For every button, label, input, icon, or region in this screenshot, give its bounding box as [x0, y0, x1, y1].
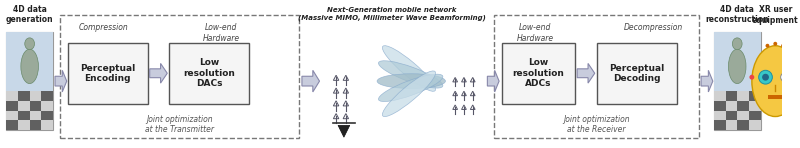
Text: Joint optimization
at the Receiver: Joint optimization at the Receiver	[563, 115, 630, 134]
Ellipse shape	[377, 74, 446, 89]
Ellipse shape	[781, 73, 790, 82]
FancyBboxPatch shape	[6, 32, 53, 130]
Polygon shape	[338, 125, 350, 137]
FancyBboxPatch shape	[714, 32, 761, 130]
Bar	[6, 91, 18, 101]
Bar	[714, 120, 726, 130]
Bar	[726, 111, 738, 120]
Ellipse shape	[781, 44, 785, 48]
Text: Low-end
Hardware: Low-end Hardware	[202, 23, 239, 42]
Bar	[42, 120, 53, 130]
Text: Compression: Compression	[79, 23, 129, 32]
Bar	[714, 32, 761, 91]
Bar	[726, 91, 738, 101]
Ellipse shape	[729, 49, 746, 84]
Polygon shape	[701, 70, 713, 92]
Bar	[30, 120, 42, 130]
Ellipse shape	[382, 71, 435, 117]
Ellipse shape	[378, 74, 443, 102]
Ellipse shape	[774, 42, 778, 46]
Bar	[726, 120, 738, 130]
Text: 4D data
reconstruction: 4D data reconstruction	[706, 5, 769, 24]
Bar	[42, 91, 53, 101]
FancyBboxPatch shape	[597, 43, 677, 104]
Text: Next-Generation mobile network
(Massive MIMO, Millimeter Wave Beamforming): Next-Generation mobile network (Massive …	[298, 7, 486, 21]
Bar	[714, 91, 726, 101]
Polygon shape	[577, 63, 594, 83]
Polygon shape	[55, 70, 66, 92]
Bar	[749, 101, 761, 111]
Bar	[6, 111, 18, 120]
Text: Decompression: Decompression	[624, 23, 683, 32]
Bar	[18, 101, 30, 111]
Bar	[738, 91, 749, 101]
Bar	[30, 111, 42, 120]
Text: Joint optimization
at the Transmitter: Joint optimization at the Transmitter	[145, 115, 214, 134]
FancyBboxPatch shape	[68, 43, 148, 104]
Bar	[769, 95, 782, 99]
Bar	[18, 91, 30, 101]
Polygon shape	[487, 70, 499, 92]
Bar	[738, 101, 749, 111]
Text: Low-end
Hardware: Low-end Hardware	[517, 23, 554, 42]
Bar	[714, 101, 726, 111]
Ellipse shape	[762, 74, 769, 81]
FancyBboxPatch shape	[502, 43, 575, 104]
Ellipse shape	[752, 46, 798, 116]
Bar	[6, 120, 18, 130]
Bar	[30, 91, 42, 101]
Ellipse shape	[750, 75, 754, 80]
Bar	[30, 101, 42, 111]
Text: Low
resolution
DACs: Low resolution DACs	[183, 58, 235, 88]
Bar	[18, 111, 30, 120]
Polygon shape	[302, 70, 319, 92]
Bar	[42, 111, 53, 120]
Bar	[738, 120, 749, 130]
Ellipse shape	[758, 70, 772, 84]
Polygon shape	[150, 63, 167, 83]
Ellipse shape	[766, 44, 770, 48]
Ellipse shape	[378, 61, 443, 88]
Bar	[6, 32, 53, 91]
Bar	[6, 101, 18, 111]
Text: 4D data
generation: 4D data generation	[6, 5, 54, 24]
Ellipse shape	[25, 38, 34, 50]
Bar	[42, 101, 53, 111]
Bar	[749, 120, 761, 130]
Bar	[726, 101, 738, 111]
Text: XR user
equipment: XR user equipment	[752, 5, 798, 25]
Text: Low
resolution
ADCs: Low resolution ADCs	[512, 58, 564, 88]
Bar	[738, 111, 749, 120]
Bar	[749, 111, 761, 120]
Bar	[714, 111, 726, 120]
FancyBboxPatch shape	[170, 43, 250, 104]
Polygon shape	[762, 70, 774, 92]
Ellipse shape	[21, 49, 38, 84]
Bar	[749, 91, 761, 101]
Ellipse shape	[782, 75, 787, 80]
Ellipse shape	[382, 46, 435, 91]
Text: Perceptual
Decoding: Perceptual Decoding	[609, 63, 664, 83]
Text: Perceptual
Encoding: Perceptual Encoding	[80, 63, 135, 83]
Bar	[18, 120, 30, 130]
Ellipse shape	[732, 38, 742, 50]
